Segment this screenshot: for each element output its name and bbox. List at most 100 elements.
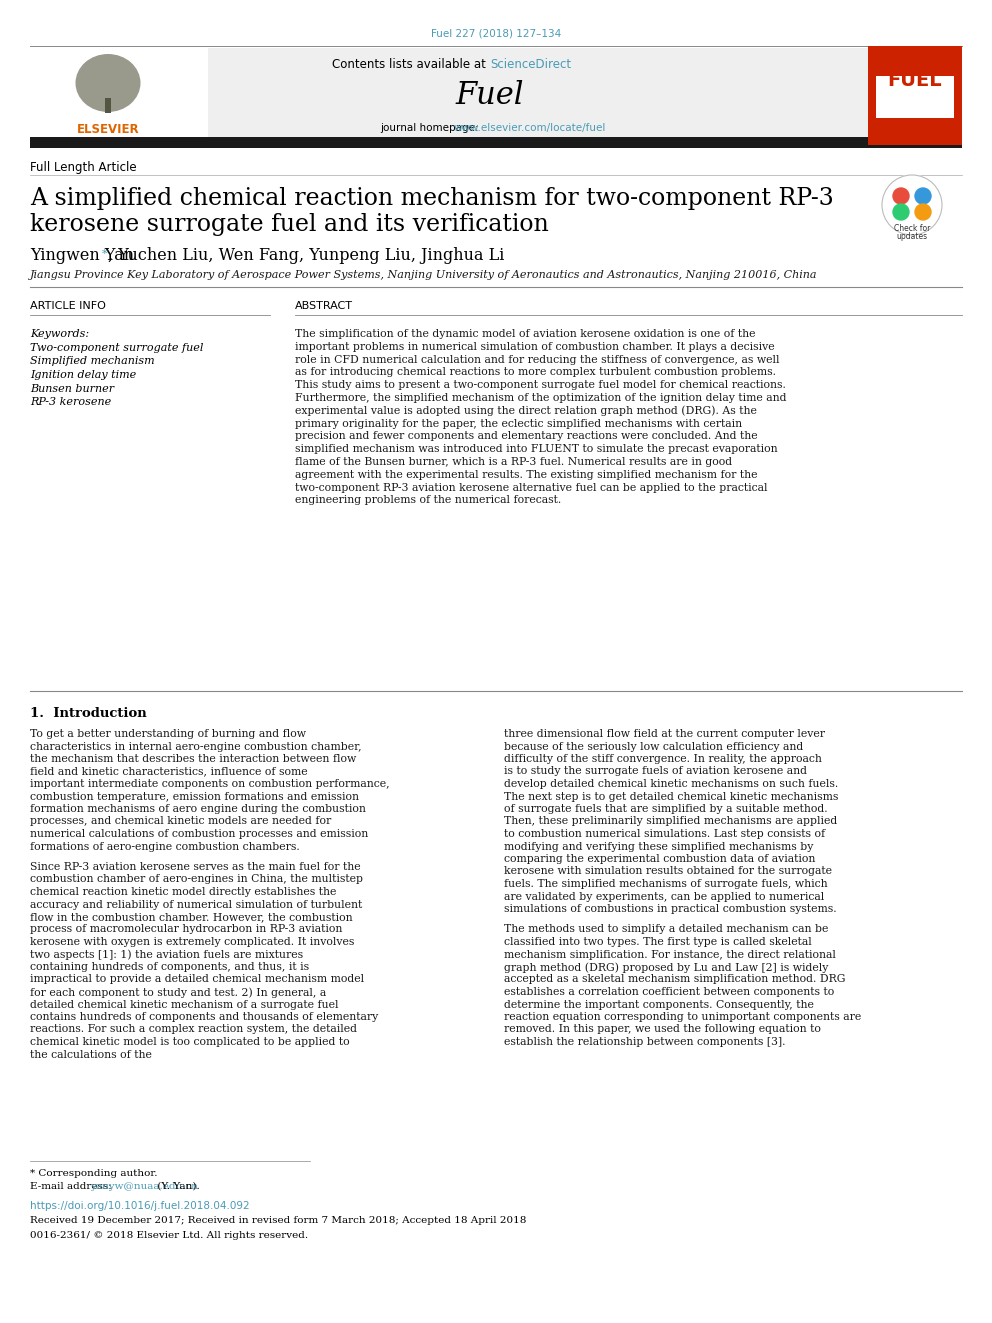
Text: www.elsevier.com/locate/fuel: www.elsevier.com/locate/fuel xyxy=(454,123,606,134)
Text: Fuel: Fuel xyxy=(455,79,524,111)
Text: experimental value is adopted using the direct relation graph method (DRG). As t: experimental value is adopted using the … xyxy=(295,406,757,417)
Text: accepted as a skeletal mechanism simplification method. DRG: accepted as a skeletal mechanism simplif… xyxy=(504,975,845,984)
Text: important intermediate components on combustion performance,: important intermediate components on com… xyxy=(30,779,390,789)
Text: To get a better understanding of burning and flow: To get a better understanding of burning… xyxy=(30,729,306,740)
Text: determine the important components. Consequently, the: determine the important components. Cons… xyxy=(504,999,813,1009)
Bar xyxy=(30,138,962,148)
Text: combustion temperature, emission formations and emission: combustion temperature, emission formati… xyxy=(30,791,359,802)
Text: processes, and chemical kinetic models are needed for: processes, and chemical kinetic models a… xyxy=(30,816,331,827)
Circle shape xyxy=(893,188,909,204)
Text: accuracy and reliability of numerical simulation of turbulent: accuracy and reliability of numerical si… xyxy=(30,900,362,909)
Text: Fuel 227 (2018) 127–134: Fuel 227 (2018) 127–134 xyxy=(431,28,561,38)
Text: removed. In this paper, we used the following equation to: removed. In this paper, we used the foll… xyxy=(504,1024,820,1035)
Text: three dimensional flow field at the current computer lever: three dimensional flow field at the curr… xyxy=(504,729,825,740)
Text: This study aims to present a two-component surrogate fuel model for chemical rea: This study aims to present a two-compone… xyxy=(295,380,786,390)
Text: important problems in numerical simulation of combustion chamber. It plays a dec: important problems in numerical simulati… xyxy=(295,341,775,352)
Text: (Y. Yan).: (Y. Yan). xyxy=(154,1181,199,1191)
Text: kerosene with simulation results obtained for the surrogate: kerosene with simulation results obtaine… xyxy=(504,867,832,877)
Text: detailed chemical kinetic mechanism of a surrogate fuel: detailed chemical kinetic mechanism of a… xyxy=(30,999,338,1009)
Text: modifying and verifying these simplified mechanisms by: modifying and verifying these simplified… xyxy=(504,841,813,852)
Text: as for introducing chemical reactions to more complex turbulent combustion probl: as for introducing chemical reactions to… xyxy=(295,368,776,377)
Text: A simplified chemical reaction mechanism for two-component RP-3: A simplified chemical reaction mechanism… xyxy=(30,187,833,210)
Text: reactions. For such a complex reaction system, the detailed: reactions. For such a complex reaction s… xyxy=(30,1024,357,1035)
Text: FUEL: FUEL xyxy=(884,83,946,103)
Text: of surrogate fuels that are simplified by a suitable method.: of surrogate fuels that are simplified b… xyxy=(504,804,827,814)
Text: precision and fewer components and elementary reactions were concluded. And the: precision and fewer components and eleme… xyxy=(295,431,758,442)
Text: ScienceDirect: ScienceDirect xyxy=(490,58,571,71)
Text: Keywords:: Keywords: xyxy=(30,329,89,339)
Text: engineering problems of the numerical forecast.: engineering problems of the numerical fo… xyxy=(295,495,561,505)
Text: combustion chamber of aero-engines in China, the multistep: combustion chamber of aero-engines in Ch… xyxy=(30,875,363,885)
Text: The methods used to simplify a detailed mechanism can be: The methods used to simplify a detailed … xyxy=(504,925,828,934)
Text: simplified mechanism was introduced into FLUENT to simulate the precast evaporat: simplified mechanism was introduced into… xyxy=(295,445,778,454)
Text: ARTICLE INFO: ARTICLE INFO xyxy=(30,302,106,311)
Text: The simplification of the dynamic model of aviation kerosene oxidation is one of: The simplification of the dynamic model … xyxy=(295,329,756,339)
Text: 0016-2361/ © 2018 Elsevier Ltd. All rights reserved.: 0016-2361/ © 2018 Elsevier Ltd. All righ… xyxy=(30,1230,309,1240)
Text: mechanism simplification. For instance, the direct relational: mechanism simplification. For instance, … xyxy=(504,950,836,959)
Text: Since RP-3 aviation kerosene serves as the main fuel for the: Since RP-3 aviation kerosene serves as t… xyxy=(30,863,361,872)
Circle shape xyxy=(915,204,931,220)
Text: ABSTRACT: ABSTRACT xyxy=(295,302,353,311)
Text: role in CFD numerical calculation and for reducing the stiffness of convergence,: role in CFD numerical calculation and fo… xyxy=(295,355,780,365)
Text: comparing the experimental combustion data of aviation: comparing the experimental combustion da… xyxy=(504,855,815,864)
Text: chemical reaction kinetic model directly establishes the: chemical reaction kinetic model directly… xyxy=(30,886,336,897)
Text: classified into two types. The first type is called skeletal: classified into two types. The first typ… xyxy=(504,937,811,947)
Text: the calculations of the: the calculations of the xyxy=(30,1049,152,1060)
Text: https://doi.org/10.1016/j.fuel.2018.04.092: https://doi.org/10.1016/j.fuel.2018.04.0… xyxy=(30,1201,250,1211)
Text: containing hundreds of components, and thus, it is: containing hundreds of components, and t… xyxy=(30,962,310,972)
Circle shape xyxy=(893,204,909,220)
Text: formations of aero-engine combustion chambers.: formations of aero-engine combustion cha… xyxy=(30,841,300,852)
Text: impractical to provide a detailed chemical mechanism model: impractical to provide a detailed chemic… xyxy=(30,975,364,984)
Text: characteristics in internal aero-engine combustion chamber,: characteristics in internal aero-engine … xyxy=(30,741,362,751)
Text: E-mail address:: E-mail address: xyxy=(30,1181,115,1191)
Text: numerical calculations of combustion processes and emission: numerical calculations of combustion pro… xyxy=(30,830,368,839)
Bar xyxy=(876,75,954,118)
Text: field and kinetic characteristics, influence of some: field and kinetic characteristics, influ… xyxy=(30,766,308,777)
Text: Bunsen burner: Bunsen burner xyxy=(30,384,114,393)
Bar xyxy=(868,46,962,146)
Bar xyxy=(30,48,962,138)
Text: chemical kinetic model is too complicated to be applied to: chemical kinetic model is too complicate… xyxy=(30,1037,349,1046)
Text: is to study the surrogate fuels of aviation kerosene and: is to study the surrogate fuels of aviat… xyxy=(504,766,807,777)
Text: Jiangsu Province Key Laboratory of Aerospace Power Systems, Nanjing University o: Jiangsu Province Key Laboratory of Aeros… xyxy=(30,270,817,280)
Text: flow in the combustion chamber. However, the combustion: flow in the combustion chamber. However,… xyxy=(30,912,352,922)
Text: FUEL: FUEL xyxy=(888,71,942,90)
Text: Full Length Article: Full Length Article xyxy=(30,161,137,175)
Text: establishes a correlation coefficient between components to: establishes a correlation coefficient be… xyxy=(504,987,834,998)
Text: formation mechanisms of aero engine during the combustion: formation mechanisms of aero engine duri… xyxy=(30,804,366,814)
Text: Simplified mechanism: Simplified mechanism xyxy=(30,356,155,366)
Text: yanyw@nuaa.edu.cn: yanyw@nuaa.edu.cn xyxy=(90,1181,197,1191)
Text: ELSEVIER: ELSEVIER xyxy=(76,123,139,136)
Text: flame of the Bunsen burner, which is a RP-3 fuel. Numerical results are in good: flame of the Bunsen burner, which is a R… xyxy=(295,456,732,467)
Text: updates: updates xyxy=(897,232,928,241)
Circle shape xyxy=(882,175,942,235)
Circle shape xyxy=(915,188,931,204)
Text: graph method (DRG) proposed by Lu and Law [2] is widely: graph method (DRG) proposed by Lu and La… xyxy=(504,962,828,972)
Text: kerosene with oxygen is extremely complicated. It involves: kerosene with oxygen is extremely compli… xyxy=(30,937,354,947)
Text: 1.  Introduction: 1. Introduction xyxy=(30,706,147,720)
Text: for each component to study and test. 2) In general, a: for each component to study and test. 2)… xyxy=(30,987,326,998)
Bar xyxy=(105,98,111,112)
Text: reaction equation corresponding to unimportant components are: reaction equation corresponding to unimp… xyxy=(504,1012,861,1021)
Text: kerosene surrogate fuel and its verification: kerosene surrogate fuel and its verifica… xyxy=(30,213,549,235)
Text: the mechanism that describes the interaction between flow: the mechanism that describes the interac… xyxy=(30,754,356,763)
Text: are validated by experiments, can be applied to numerical: are validated by experiments, can be app… xyxy=(504,892,824,901)
Text: fuels. The simplified mechanisms of surrogate fuels, which: fuels. The simplified mechanisms of surr… xyxy=(504,878,827,889)
Text: two aspects [1]: 1) the aviation fuels are mixtures: two aspects [1]: 1) the aviation fuels a… xyxy=(30,950,304,960)
Text: Furthermore, the simplified mechanism of the optimization of the ignition delay : Furthermore, the simplified mechanism of… xyxy=(295,393,787,404)
Text: establish the relationship between components [3].: establish the relationship between compo… xyxy=(504,1037,786,1046)
Text: Check for: Check for xyxy=(894,224,930,233)
Text: journal homepage:: journal homepage: xyxy=(380,123,482,134)
Text: Yingwen Yan: Yingwen Yan xyxy=(30,247,134,265)
Text: because of the seriously low calculation efficiency and: because of the seriously low calculation… xyxy=(504,741,804,751)
Text: ∗: ∗ xyxy=(101,247,108,257)
Text: RP-3 kerosene: RP-3 kerosene xyxy=(30,397,111,407)
Text: to combustion numerical simulations. Last step consists of: to combustion numerical simulations. Las… xyxy=(504,830,825,839)
Bar xyxy=(30,48,208,138)
Ellipse shape xyxy=(75,54,141,112)
Text: contains hundreds of components and thousands of elementary: contains hundreds of components and thou… xyxy=(30,1012,378,1021)
Text: two-component RP-3 aviation kerosene alternative fuel can be applied to the prac: two-component RP-3 aviation kerosene alt… xyxy=(295,483,768,492)
Text: agreement with the experimental results. The existing simplified mechanism for t: agreement with the experimental results.… xyxy=(295,470,758,480)
Text: process of macromolecular hydrocarbon in RP-3 aviation: process of macromolecular hydrocarbon in… xyxy=(30,925,342,934)
Text: develop detailed chemical kinetic mechanisms on such fuels.: develop detailed chemical kinetic mechan… xyxy=(504,779,838,789)
